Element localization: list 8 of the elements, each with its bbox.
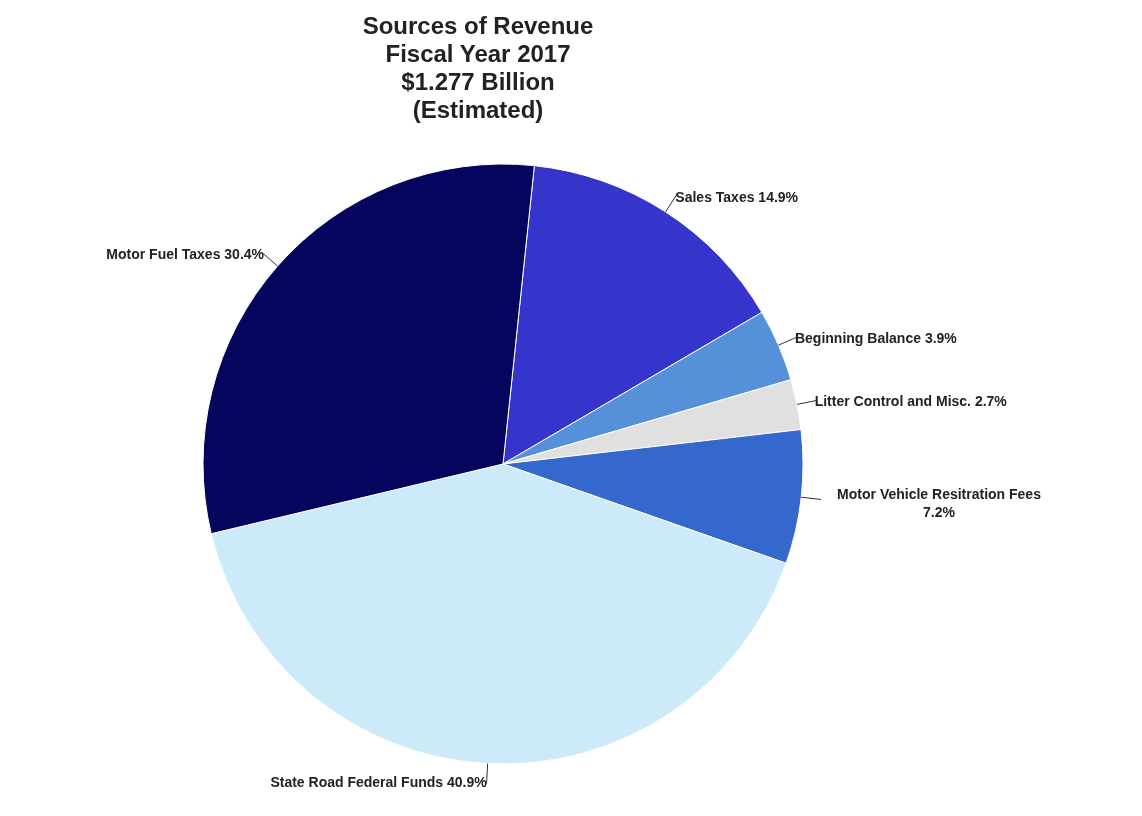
slice-label: Sales Taxes 14.9% (675, 188, 799, 205)
slice-label: Motor Fuel Taxes 30.4% (106, 246, 265, 263)
slice-label: Litter Control and Misc. 2.7% (814, 392, 1008, 409)
slice-label: Motor Vehicle Resitration Fees (837, 486, 1042, 503)
chart-title: Sources of Revenue Fiscal Year 2017 $1.277 Billion (Estimated) (361, 11, 595, 124)
slice-label: State Road Federal Funds 40.9% (270, 773, 488, 790)
data-label: 7.2% (923, 504, 956, 521)
slice-label: Beginning Balance 3.9% (794, 330, 958, 347)
